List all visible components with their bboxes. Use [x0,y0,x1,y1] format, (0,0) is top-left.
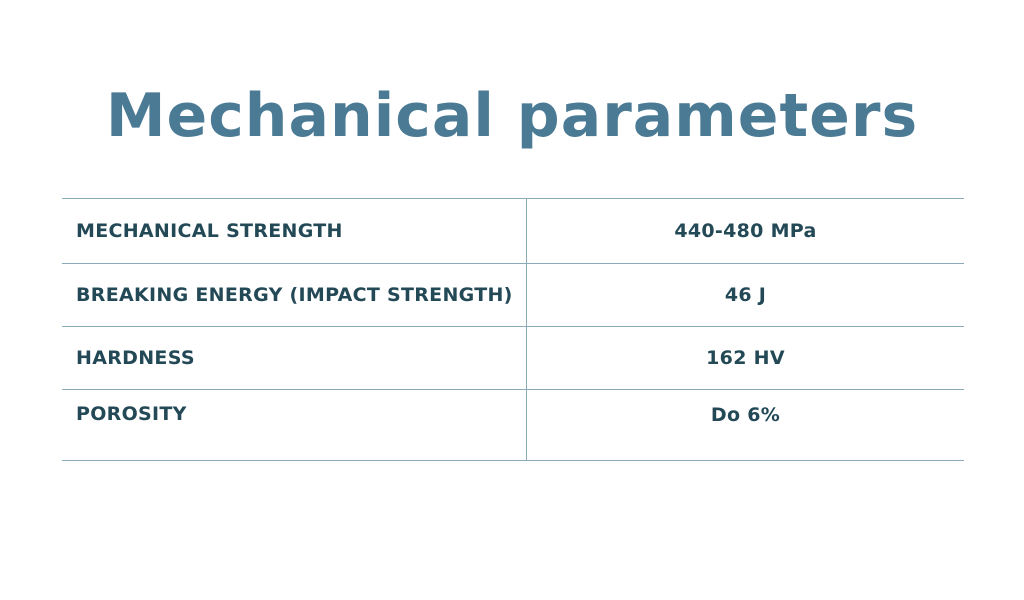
parameter-value: 162 HV [526,326,964,390]
parameters-table: MECHANICAL STRENGTH 440-480 MPa BREAKING… [62,198,964,461]
table-row: BREAKING ENERGY (IMPACT STRENGTH) 46 J [62,263,964,327]
parameter-name: MECHANICAL STRENGTH [62,198,527,264]
table-row: POROSITY Do 6% [62,389,964,461]
parameter-value: Do 6% [526,389,964,461]
parameter-value: 46 J [526,263,964,327]
table-row: MECHANICAL STRENGTH 440-480 MPa [62,198,964,264]
page-title: Mechanical parameters [105,81,919,151]
parameter-name: HARDNESS [62,326,527,390]
parameter-value: 440-480 MPa [526,198,964,264]
parameter-name: BREAKING ENERGY (IMPACT STRENGTH) [62,263,527,327]
table-row: HARDNESS 162 HV [62,326,964,390]
parameter-name: POROSITY [62,389,527,461]
